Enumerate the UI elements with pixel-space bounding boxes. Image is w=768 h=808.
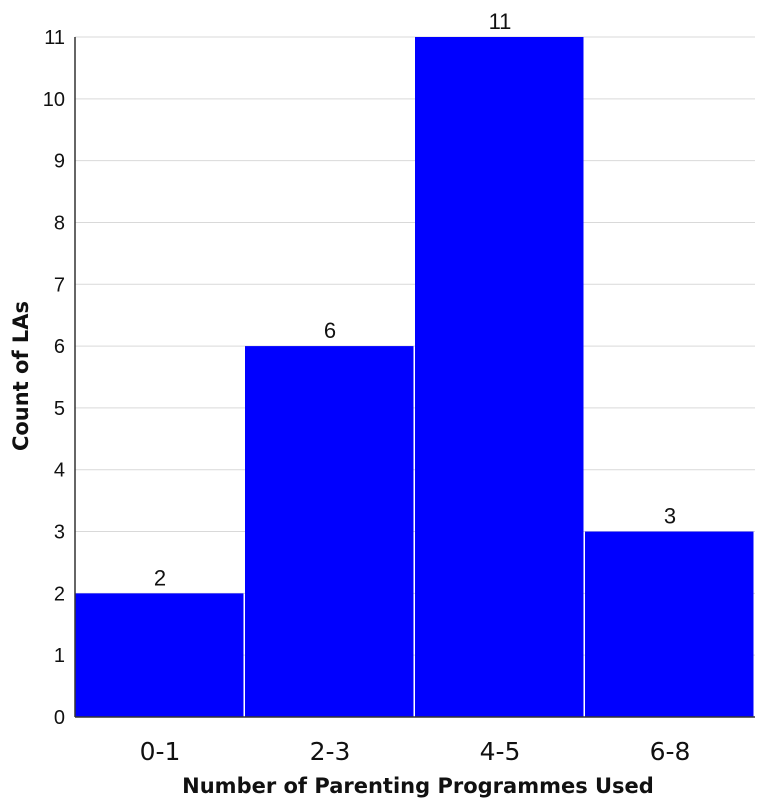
bar-value-label: 2	[154, 565, 166, 590]
y-tick-label: 9	[54, 151, 65, 173]
bar-value-labels: 2 6 11 3	[154, 9, 676, 590]
x-axis-title: Number of Parenting Programmes Used	[182, 774, 654, 798]
bar-6-8	[585, 531, 754, 717]
y-tick-label: 7	[54, 274, 65, 296]
y-tick-labels: 0 1 2 3 4 5 6 7 8 9 10 11	[43, 27, 65, 729]
y-tick-label: 10	[43, 89, 65, 111]
x-tick-label: 6-8	[650, 737, 691, 766]
bar-4-5	[415, 37, 584, 717]
y-tick-label: 11	[44, 27, 65, 49]
y-tick-label: 4	[54, 460, 65, 482]
x-tick-label: 0-1	[140, 737, 181, 766]
x-tick-label: 2-3	[310, 737, 351, 766]
axes	[74, 37, 755, 718]
bar-value-label: 3	[664, 504, 676, 529]
bar-value-label: 11	[489, 9, 512, 34]
y-tick-label: 5	[54, 398, 65, 420]
y-axis-title: Count of LAs	[9, 301, 33, 451]
y-tick-label: 0	[54, 707, 65, 729]
bar-value-label: 6	[324, 318, 336, 343]
y-tick-label: 8	[54, 212, 65, 234]
y-tick-label: 1	[54, 645, 65, 667]
bars	[75, 37, 754, 717]
x-tick-label: 4-5	[480, 737, 521, 766]
y-tick-label: 3	[54, 522, 65, 544]
y-tick-label: 2	[54, 583, 65, 605]
x-tick-labels: 0-1 2-3 4-5 6-8	[140, 737, 691, 766]
bar-0-1	[75, 593, 244, 717]
y-tick-label: 6	[54, 336, 65, 358]
bar-2-3	[245, 346, 414, 717]
